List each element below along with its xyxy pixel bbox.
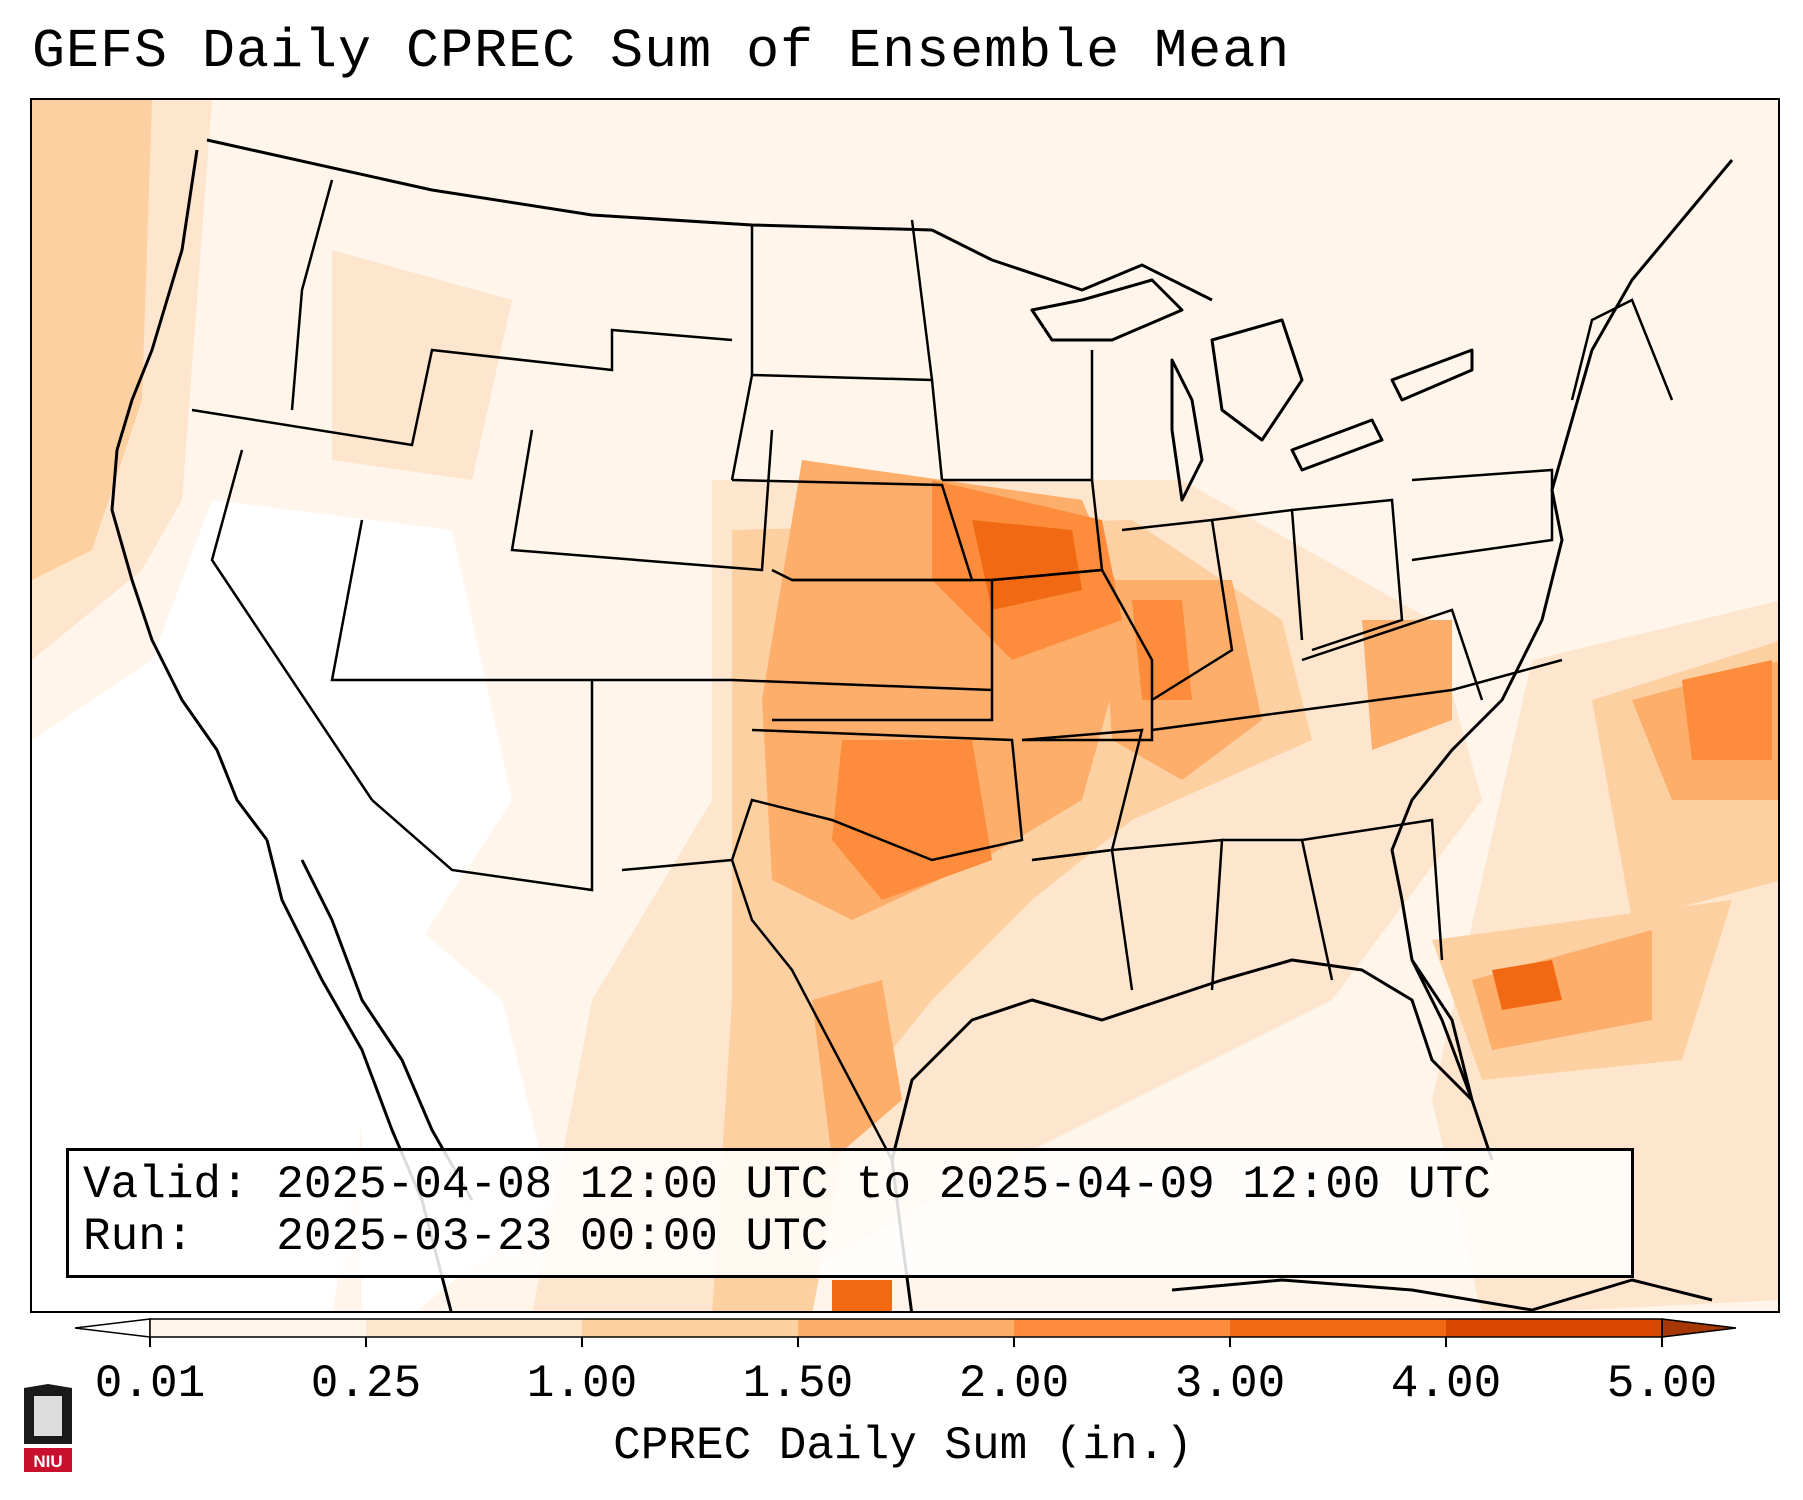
precip-peak-offshore	[1492, 960, 1562, 1010]
valid-time-text: Valid: 2025-04-08 12:00 UTC to 2025-04-0…	[83, 1159, 1491, 1211]
colorbar-segment	[798, 1319, 1015, 1337]
colorbar-segment	[582, 1319, 799, 1337]
state-border-tennessee-nc	[1151, 658, 1563, 732]
colorbar-segment	[1446, 1319, 1663, 1337]
precip-peak-iowa	[972, 520, 1082, 610]
florida-peninsula	[1410, 959, 1494, 1161]
state-border-south-dakota	[730, 373, 944, 481]
precip-peak-south	[832, 1280, 892, 1311]
colorbar-tick-label: 2.00	[958, 1358, 1070, 1410]
colorbar-tick-label: 4.00	[1390, 1358, 1502, 1410]
run-time-text: Run: 2025-03-23 00:00 UTC	[83, 1211, 829, 1263]
lake-michigan	[1170, 358, 1204, 502]
state-border-idaho	[290, 179, 334, 411]
state-border-texas-nm	[621, 858, 894, 1161]
lake-superior	[1030, 278, 1184, 342]
pacific-coastline	[110, 149, 269, 841]
geographic-outlines	[110, 138, 1734, 1311]
precip-appalachian-heavy	[1362, 620, 1452, 750]
info-box: Valid: 2025-04-08 12:00 UTC to 2025-04-0…	[66, 1148, 1634, 1278]
precip-texas-heavy	[812, 980, 902, 1160]
colorbar-label: CPREC Daily Sum (in.)	[613, 1420, 1193, 1472]
colorbar-ticks	[149, 1337, 1663, 1347]
niu-logo: NIU	[24, 1384, 72, 1472]
colorbar-tick-label: 0.25	[310, 1358, 422, 1410]
colorbar-over-extension	[1661, 1318, 1737, 1338]
dry-area-northeast	[1632, 160, 1778, 450]
precip-pacific-medium	[32, 100, 152, 580]
niu-logo-tower	[34, 1396, 62, 1436]
dry-area-west	[32, 500, 512, 1311]
colorbar-tick-label: 1.50	[742, 1358, 854, 1410]
precip-map	[32, 100, 1778, 1311]
colorbar-border	[149, 1318, 1663, 1338]
gulf-of-california	[300, 859, 474, 1201]
gulf-coastline	[890, 958, 1474, 1311]
lake-ontario	[1390, 348, 1474, 402]
colorbar-segment	[150, 1319, 367, 1337]
precip-core-offshore	[1682, 660, 1772, 760]
state-border-nevada	[210, 449, 374, 801]
colorbar-under-extension	[74, 1318, 151, 1338]
state-border-utah-4corners	[330, 519, 993, 692]
colorbar-tick-label: 1.00	[526, 1358, 638, 1410]
map-title: GEFS Daily CPREC Sum of Ensemble Mean	[32, 20, 1291, 83]
colorbar-segments	[74, 1318, 1737, 1338]
colorbar-segment	[1014, 1319, 1231, 1337]
colorbar	[74, 1318, 1737, 1347]
state-border-oregon-idaho	[191, 328, 733, 447]
colorbar-tick-label: 3.00	[1174, 1358, 1286, 1410]
atlantic-coastline	[1390, 159, 1734, 1101]
precip-gulfstream-heavy	[1472, 930, 1652, 1050]
state-border-new-england	[1570, 298, 1674, 401]
state-border-pennsylvania	[1411, 468, 1554, 562]
lake-huron	[1210, 318, 1304, 442]
colorbar-segment	[366, 1319, 583, 1337]
us-canada-border-west	[206, 138, 933, 232]
state-border-kansas	[772, 578, 994, 722]
lake-erie	[1290, 418, 1384, 472]
state-border-missouri	[991, 568, 1154, 742]
precip-core-oklahoma	[832, 740, 992, 900]
colorbar-segment	[1230, 1319, 1447, 1337]
precip-core-illinois	[1132, 600, 1192, 700]
state-border-oklahoma	[730, 728, 1024, 862]
state-border-georgia	[1301, 818, 1444, 961]
niu-logo-banner	[24, 1448, 72, 1472]
colorbar-tick-label: 5.00	[1606, 1358, 1718, 1410]
state-border-kentucky-virginia	[1301, 608, 1484, 701]
map-frame	[30, 98, 1780, 1313]
us-canada-border-lakes	[931, 228, 1213, 302]
state-border-ohio	[1291, 498, 1404, 652]
precip-rockies-light	[332, 250, 512, 480]
state-border-illinois	[1121, 518, 1234, 702]
state-borders	[191, 179, 1674, 1161]
cuba-coastline	[1171, 1278, 1713, 1311]
niu-logo-text: NIU	[33, 1452, 62, 1471]
colorbar-tick-label: 0.01	[94, 1358, 206, 1410]
precip-peak-band	[832, 520, 1562, 1311]
state-border-arizona	[371, 680, 594, 892]
state-border-wyoming	[510, 429, 774, 572]
state-border-north-dakota-minnesota	[910, 219, 934, 381]
